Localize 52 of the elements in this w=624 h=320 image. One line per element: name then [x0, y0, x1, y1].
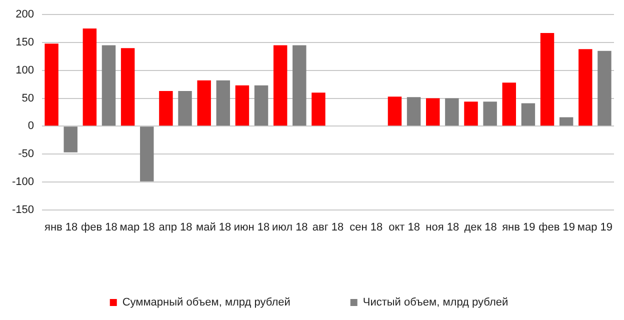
bar: [197, 80, 211, 126]
y-tick-label: -50: [18, 148, 34, 160]
x-tick-label: янв 18: [44, 221, 78, 234]
bar: [426, 98, 440, 126]
x-tick-label: ноя 18: [426, 221, 460, 234]
bar: [406, 97, 421, 126]
y-tick-label: -100: [12, 176, 34, 188]
bar: [292, 45, 306, 126]
bar: [82, 28, 97, 126]
y-tick-label: 200: [16, 8, 34, 21]
x-tick-label: мар 19: [577, 221, 612, 234]
bar: [64, 126, 78, 152]
x-tick-label: май 18: [196, 221, 232, 234]
x-tick-label: окт 18: [388, 221, 420, 234]
legend-label: Суммарный объем, млрд рублей: [122, 296, 290, 309]
x-tick-label: апр 18: [158, 221, 192, 234]
x-tick-label: дек 18: [464, 221, 497, 234]
x-tick-label: июл 18: [272, 221, 308, 234]
bar: [159, 91, 173, 126]
bar: [140, 126, 154, 182]
bar: [102, 45, 116, 126]
bar: [483, 102, 497, 126]
bar: [521, 103, 536, 126]
x-tick-label: июн 18: [234, 221, 270, 234]
y-tick-label: 0: [28, 120, 34, 132]
bar: [216, 80, 230, 126]
bar: [464, 102, 478, 126]
bar: [120, 48, 135, 126]
y-tick-label: 100: [16, 64, 34, 76]
y-tick-label: -150: [12, 204, 34, 216]
bar: [559, 117, 574, 126]
x-tick-label: авг 18: [312, 221, 344, 234]
bar: [235, 85, 250, 126]
legend-label: Чистый объем, млрд рублей: [362, 296, 508, 309]
x-tick-label: янв 19: [502, 221, 536, 234]
bar: [598, 50, 612, 126]
bar: [254, 85, 268, 126]
bar: [312, 92, 326, 126]
y-tick-label: 150: [16, 36, 34, 49]
x-tick-label: фев 19: [538, 221, 575, 234]
bar: [445, 98, 459, 126]
bar: [540, 33, 554, 126]
x-tick-label: мар 18: [120, 221, 155, 234]
bar: [44, 44, 58, 126]
bar: [178, 91, 192, 126]
x-tick-label: фев 18: [81, 221, 118, 234]
x-tick-label: сен 18: [350, 221, 383, 234]
bar: [502, 82, 516, 126]
bar: [388, 96, 402, 126]
bar: [578, 49, 592, 126]
bar: [273, 45, 288, 126]
y-tick-label: 50: [22, 92, 34, 104]
